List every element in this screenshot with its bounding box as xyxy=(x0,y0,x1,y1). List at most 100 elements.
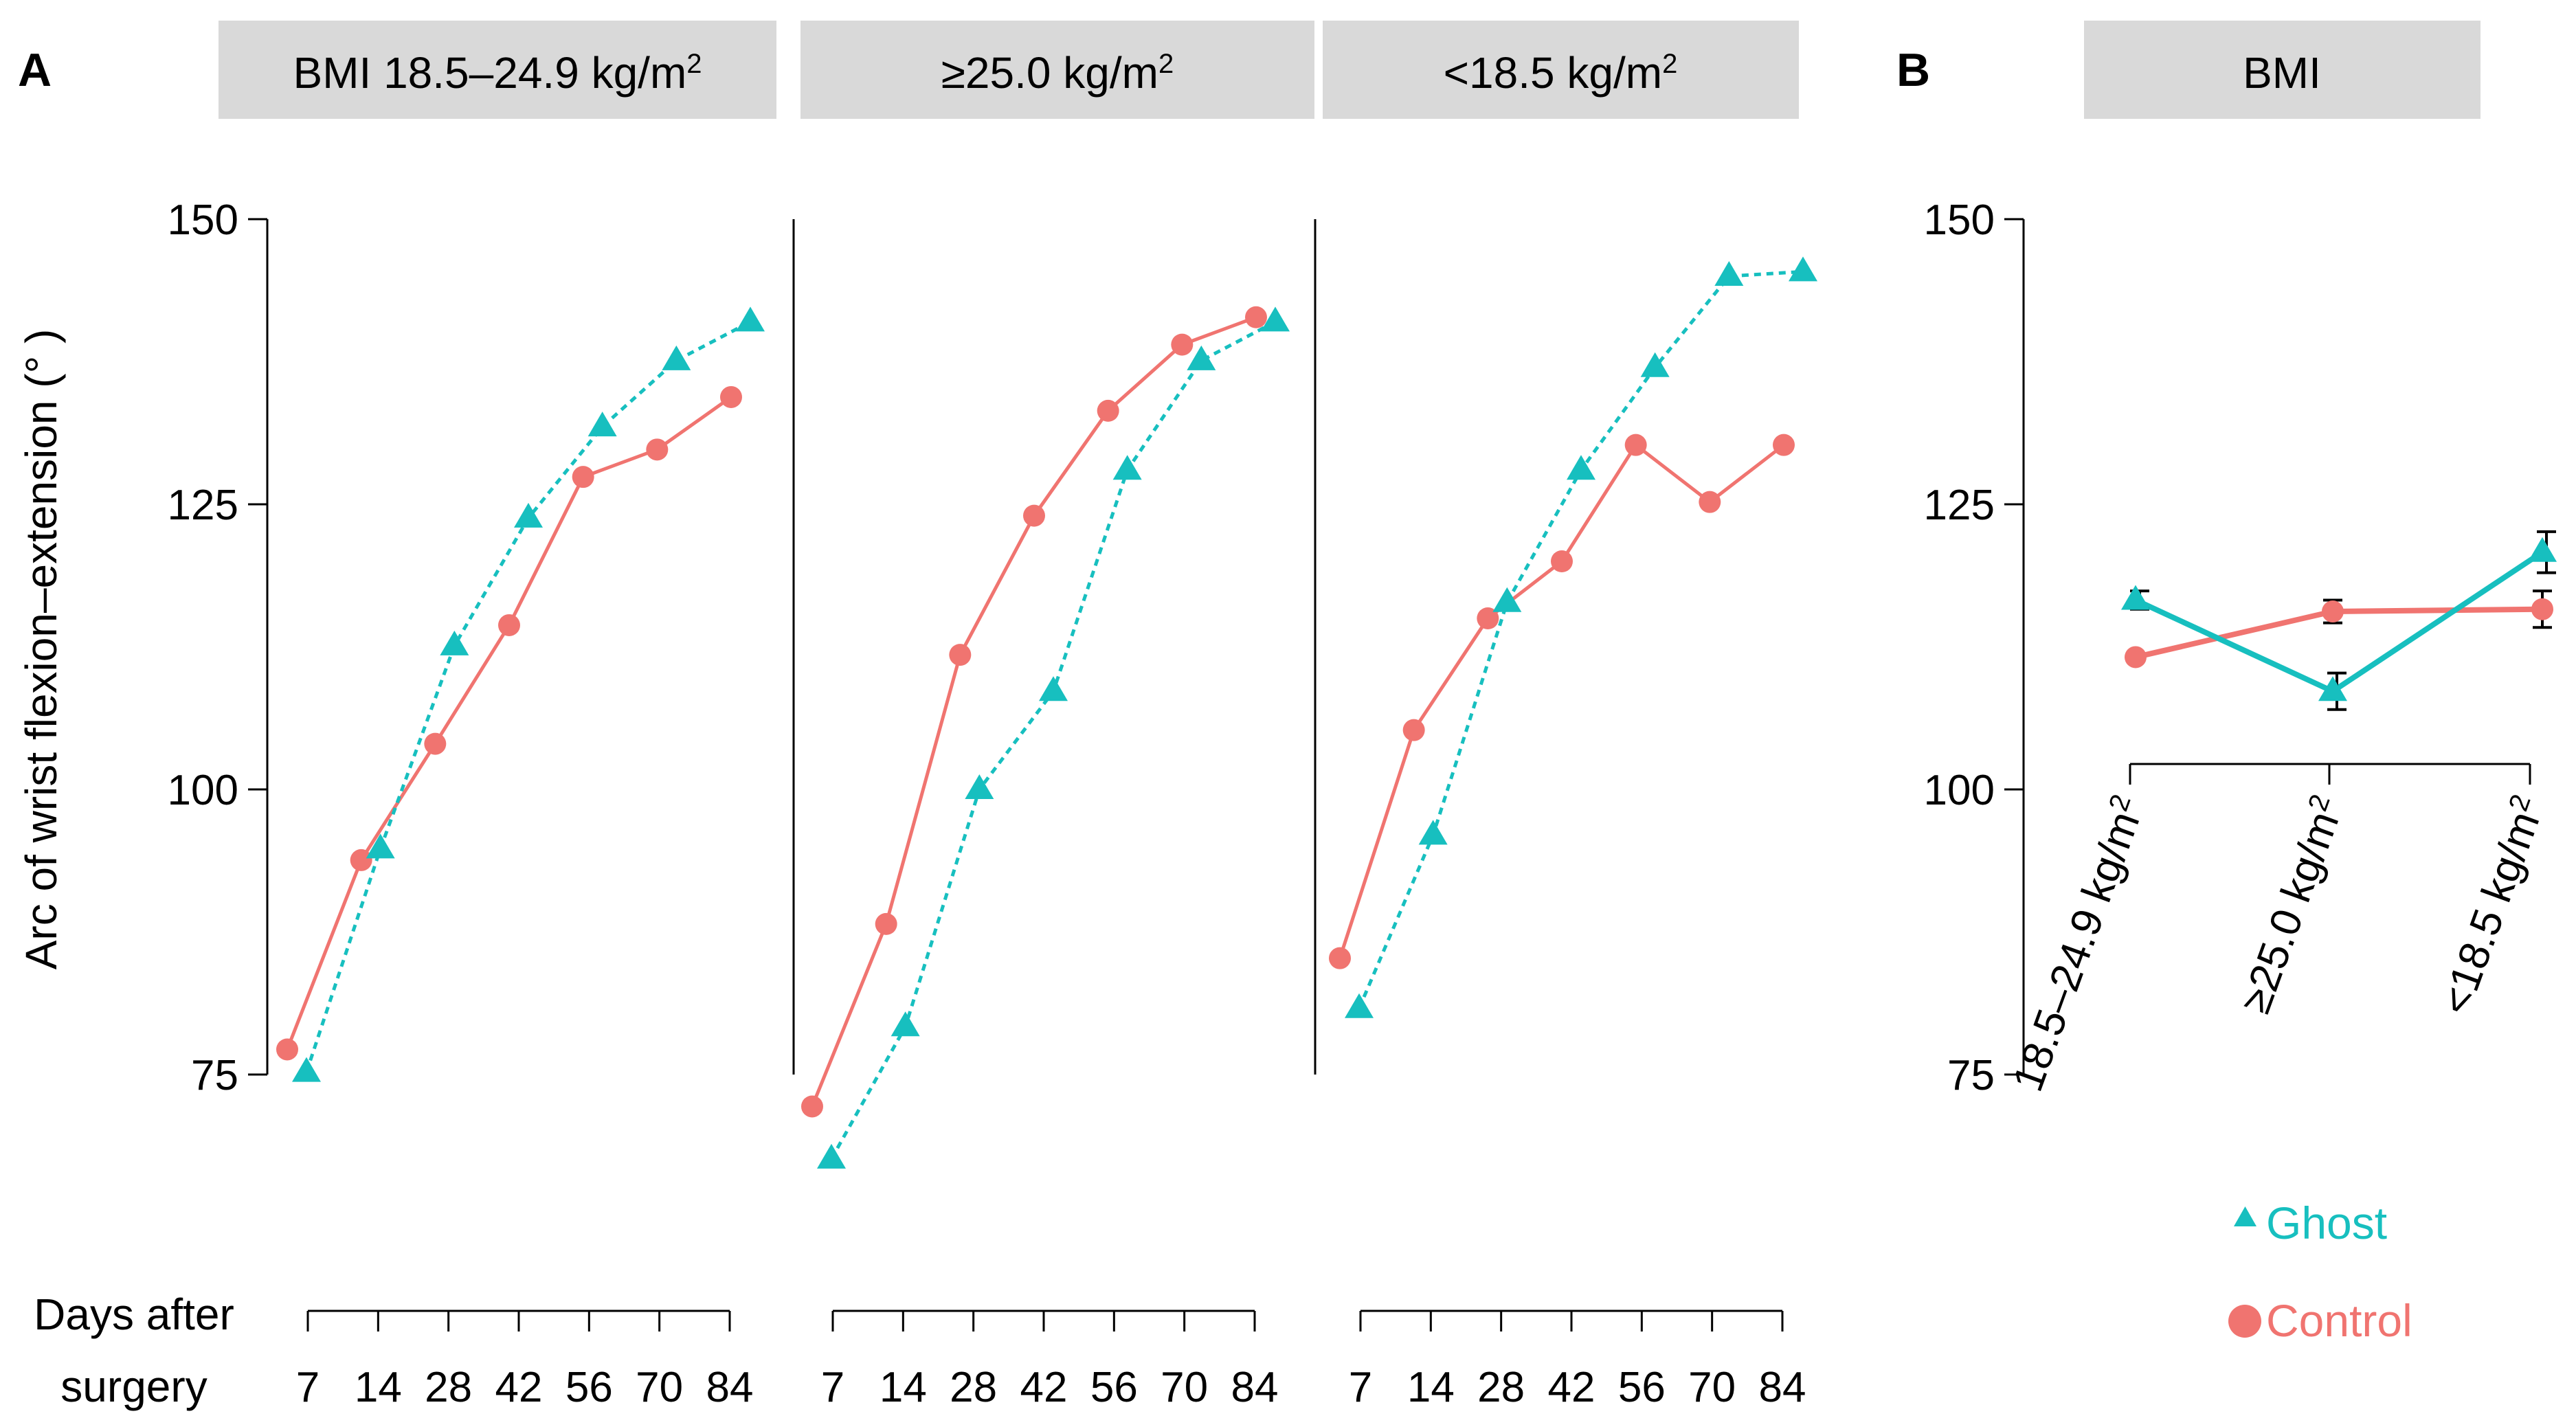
panel-3-control-point-42 xyxy=(1551,550,1573,572)
panel-2-ghost-point-14 xyxy=(891,1011,920,1037)
panel-3-control-point-28 xyxy=(1477,607,1499,629)
y-tick-label-100: 100 xyxy=(168,767,238,814)
panel-3-control-point-7 xyxy=(1329,947,1351,969)
strip-panel-b-text: BMI xyxy=(2243,48,2321,98)
strip-panel-2-bg xyxy=(800,21,1314,119)
panel-1-control-point-14 xyxy=(350,849,372,871)
panel-3-ghost-point-70 xyxy=(1714,261,1744,286)
strip-panel-1: BMI 18.5–24.9 kg/m2 xyxy=(219,21,776,119)
panel-1-x-tick-label-7: 7 xyxy=(296,1364,320,1411)
panel-b-ghost-point-1 xyxy=(2318,676,2347,701)
x-axis-title-line1: Days after xyxy=(34,1290,234,1339)
legend-ghost-label: Ghost xyxy=(2266,1198,2387,1248)
panel-1-ghost-point-56 xyxy=(587,412,617,437)
strip-panel-3-bg xyxy=(1323,21,1799,119)
y-tick-label-125: 125 xyxy=(168,482,238,529)
panel-3-x-tick-label-42: 42 xyxy=(1548,1364,1595,1411)
panel-2-control-point-84 xyxy=(1245,306,1267,328)
panel-1-control-point-56 xyxy=(572,466,594,488)
panel-b-control-point-2 xyxy=(2531,598,2553,620)
panel-2-ghost-point-56 xyxy=(1112,455,1142,480)
panel-3-x-tick-label-7: 7 xyxy=(1349,1364,1372,1411)
strip-panel-3-label: <18.5 kg/m2 xyxy=(1444,48,1678,98)
strip-panel-3-sup: 2 xyxy=(1662,49,1677,79)
strip-panel-2-sup: 2 xyxy=(1158,49,1174,79)
panel-b-control-point-1 xyxy=(2322,600,2344,623)
panel-b-ghost-point-2 xyxy=(2528,537,2557,562)
panel-3-ghost-point-56 xyxy=(1640,352,1670,377)
panel-3-control-line xyxy=(1338,442,1785,959)
strip-panel-1-sup: 2 xyxy=(686,49,702,79)
panel-3-control-point-14 xyxy=(1402,719,1425,741)
panel-b-x-tick-label-0: 18.5–24.9 kg/m2 xyxy=(2003,791,2155,1098)
strip-panel-2-text: ≥25.0 kg/m xyxy=(941,48,1158,98)
panel-1-control-line xyxy=(285,395,732,1050)
panel-2-x-tick-label-42: 42 xyxy=(1020,1364,1068,1411)
strip-panel-b-bg xyxy=(2084,21,2480,119)
strip-panel-2: ≥25.0 kg/m2 xyxy=(800,21,1314,119)
panel-b-y-tick-label-100: 100 xyxy=(1924,767,1995,814)
panel-3-control-point-56 xyxy=(1624,434,1647,456)
panel-3-x-tick-label-70: 70 xyxy=(1688,1364,1736,1411)
panel-2-control-point-7 xyxy=(801,1095,823,1118)
legend-ghost-marker xyxy=(2234,1206,2256,1226)
strip-panel-b-label: BMI xyxy=(2243,48,2321,98)
panel-1-x-tick-label-56: 56 xyxy=(565,1364,613,1411)
panel-1-ghost-point-70 xyxy=(662,345,691,370)
panel-2-x-tick-label-14: 14 xyxy=(880,1364,927,1411)
panel-2-control-point-28 xyxy=(949,644,972,666)
panel-2-x-tick-label-7: 7 xyxy=(821,1364,844,1411)
panel-1-control-point-28 xyxy=(424,732,447,755)
panel-b-y-tick-label-75: 75 xyxy=(1947,1052,1995,1099)
panel-1-x-tick-label-28: 28 xyxy=(425,1364,472,1411)
panel-2-x-tick-label-56: 56 xyxy=(1090,1364,1138,1411)
panel-3-ghost-point-42 xyxy=(1567,455,1595,480)
panel-b-x-tick-label-text-2: <18.5 kg/m xyxy=(2432,805,2549,1020)
panel-3-x-tick-label-14: 14 xyxy=(1407,1364,1455,1411)
panel-3-x-tick-label-56: 56 xyxy=(1618,1364,1666,1411)
panel-b-x-tick-label-1: ≥25.0 kg/m2 xyxy=(2230,791,2353,1020)
panel-b-y-tick-label-125: 125 xyxy=(1924,482,1995,529)
strip-panel-1-label: BMI 18.5–24.9 kg/m2 xyxy=(293,48,702,98)
panel-3-control-point-84 xyxy=(1773,434,1795,456)
panel-3-ghost-point-7 xyxy=(1345,993,1374,1018)
panel-2-x-tick-label-84: 84 xyxy=(1231,1364,1279,1411)
panel-1-ghost-point-7 xyxy=(292,1057,321,1082)
panel-1-control-point-7 xyxy=(276,1038,298,1061)
panel-1-x-tick-label-84: 84 xyxy=(706,1364,754,1411)
panel-a-letter: A xyxy=(18,44,52,96)
panel-2-control-point-42 xyxy=(1023,504,1045,527)
panel-1-ghost-point-42 xyxy=(514,502,543,528)
panel-1-control-point-84 xyxy=(720,385,742,408)
panel-1-ghost-point-14 xyxy=(366,833,395,859)
panel-2-ghost-point-28 xyxy=(965,774,994,799)
panel-2-control-point-70 xyxy=(1171,333,1194,356)
strip-panel-1-text: BMI 18.5–24.9 kg/m xyxy=(293,48,687,98)
x-axis-title-line2: surgery xyxy=(60,1362,207,1411)
strip-panel-3-text: <18.5 kg/m xyxy=(1444,48,1662,98)
legend: Ghost Control xyxy=(2228,1198,2412,1346)
panel-2-ghost-point-7 xyxy=(817,1143,846,1169)
panel-1-ghost-line xyxy=(304,320,752,1073)
panel-b-x-tick-label-text-1: ≥25.0 kg/m xyxy=(2232,805,2349,1019)
strip-panel-1-bg xyxy=(219,21,776,119)
panel-1-x-tick-label-42: 42 xyxy=(495,1364,543,1411)
panel-2-control-line xyxy=(810,315,1257,1108)
panel-3-x-tick-label-84: 84 xyxy=(1759,1364,1806,1411)
panel-2-ghost-point-42 xyxy=(1039,676,1068,701)
series-layer xyxy=(276,256,2557,1169)
panel-b-x-tick-label-text-0: 18.5–24.9 kg/m xyxy=(2004,805,2149,1097)
panel-3-ghost-line xyxy=(1357,269,1804,1009)
axes-layer: 75 100 125 150 7 14 28 42 56 70 84 7 14 28 42 56 70 84 7 14… xyxy=(168,196,2554,1411)
panel-1-control-point-42 xyxy=(498,614,520,636)
panel-b-ghost-point-0 xyxy=(2121,585,2150,610)
panel-1-x-tick-label-70: 70 xyxy=(636,1364,683,1411)
panel-2-control-point-56 xyxy=(1097,399,1119,422)
strip-panel-2-label: ≥25.0 kg/m2 xyxy=(941,48,1174,98)
panel-2-ghost-point-84 xyxy=(1261,306,1290,332)
panel-3-ghost-point-14 xyxy=(1418,820,1448,845)
panel-2-control-point-14 xyxy=(875,912,897,935)
panel-1-ghost-point-28 xyxy=(440,630,469,655)
y-tick-label-150: 150 xyxy=(168,196,238,244)
panel-b-x-tick-label-2: <18.5 kg/m2 xyxy=(2430,791,2554,1021)
